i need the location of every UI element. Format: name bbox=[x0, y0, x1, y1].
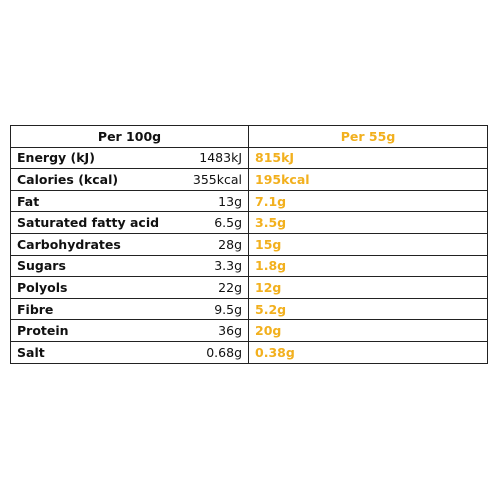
nutrient-name: Fibre bbox=[10, 297, 185, 321]
value-per-100g: 22g bbox=[184, 276, 250, 299]
value-per-100g: 36g bbox=[184, 319, 250, 342]
value-per-55g: 5.2g bbox=[248, 297, 489, 321]
value-per-55g: 15g bbox=[248, 232, 489, 256]
nutrient-name: Carbohydrates bbox=[10, 232, 185, 256]
nutrient-name: Energy (kJ) bbox=[10, 146, 185, 170]
value-per-100g: 9.5g bbox=[184, 297, 250, 321]
nutrient-name: Polyols bbox=[10, 276, 185, 299]
value-per-55g: 7.1g bbox=[248, 189, 489, 213]
value-per-100g: 3.3g bbox=[184, 254, 250, 278]
nutrient-name: Salt bbox=[10, 340, 185, 364]
table-row: Sugars 3.3g 1.8g bbox=[10, 254, 489, 278]
value-per-55g: 3.5g bbox=[248, 211, 489, 234]
nutrient-name: Calories (kcal) bbox=[10, 168, 185, 191]
table-row: Energy (kJ) 1483kJ 815kJ bbox=[10, 146, 489, 170]
table-row: Carbohydrates 28g 15g bbox=[10, 232, 489, 256]
value-per-55g: 1.8g bbox=[248, 254, 489, 278]
table-row: Protein 36g 20g bbox=[10, 319, 489, 342]
value-per-55g: 815kJ bbox=[248, 146, 489, 170]
table-row: Saturated fatty acid 6.5g 3.5g bbox=[10, 211, 489, 234]
value-per-55g: 195kcal bbox=[248, 168, 489, 191]
nutrient-name: Protein bbox=[10, 319, 185, 342]
header-row: Per 100g Per 55g bbox=[9, 125, 489, 148]
nutrient-name: Sugars bbox=[10, 254, 185, 278]
nutrient-name: Fat bbox=[10, 189, 185, 213]
table-row: Fibre 9.5g 5.2g bbox=[10, 297, 489, 321]
value-per-55g: 0.38g bbox=[248, 340, 489, 364]
value-per-100g: 6.5g bbox=[184, 211, 250, 234]
header-per-100g: Per 100g bbox=[9, 125, 250, 148]
value-per-100g: 28g bbox=[184, 232, 250, 256]
nutrition-table: Per 100g Per 55g Energy (kJ) 1483kJ 815k… bbox=[9, 125, 489, 364]
value-per-55g: 12g bbox=[248, 276, 489, 299]
table-row: Calories (kcal) 355kcal 195kcal bbox=[10, 168, 489, 191]
value-per-55g: 20g bbox=[248, 319, 489, 342]
value-per-100g: 355kcal bbox=[184, 168, 250, 191]
value-per-100g: 13g bbox=[184, 189, 250, 213]
table-row: Fat 13g 7.1g bbox=[10, 189, 489, 213]
value-per-100g: 0.68g bbox=[184, 340, 250, 364]
table-row: Polyols 22g 12g bbox=[10, 276, 489, 299]
header-per-55g: Per 55g bbox=[248, 125, 489, 148]
table-row: Salt 0.68g 0.38g bbox=[10, 340, 489, 364]
value-per-100g: 1483kJ bbox=[184, 146, 250, 170]
nutrient-name: Saturated fatty acid bbox=[10, 211, 185, 234]
